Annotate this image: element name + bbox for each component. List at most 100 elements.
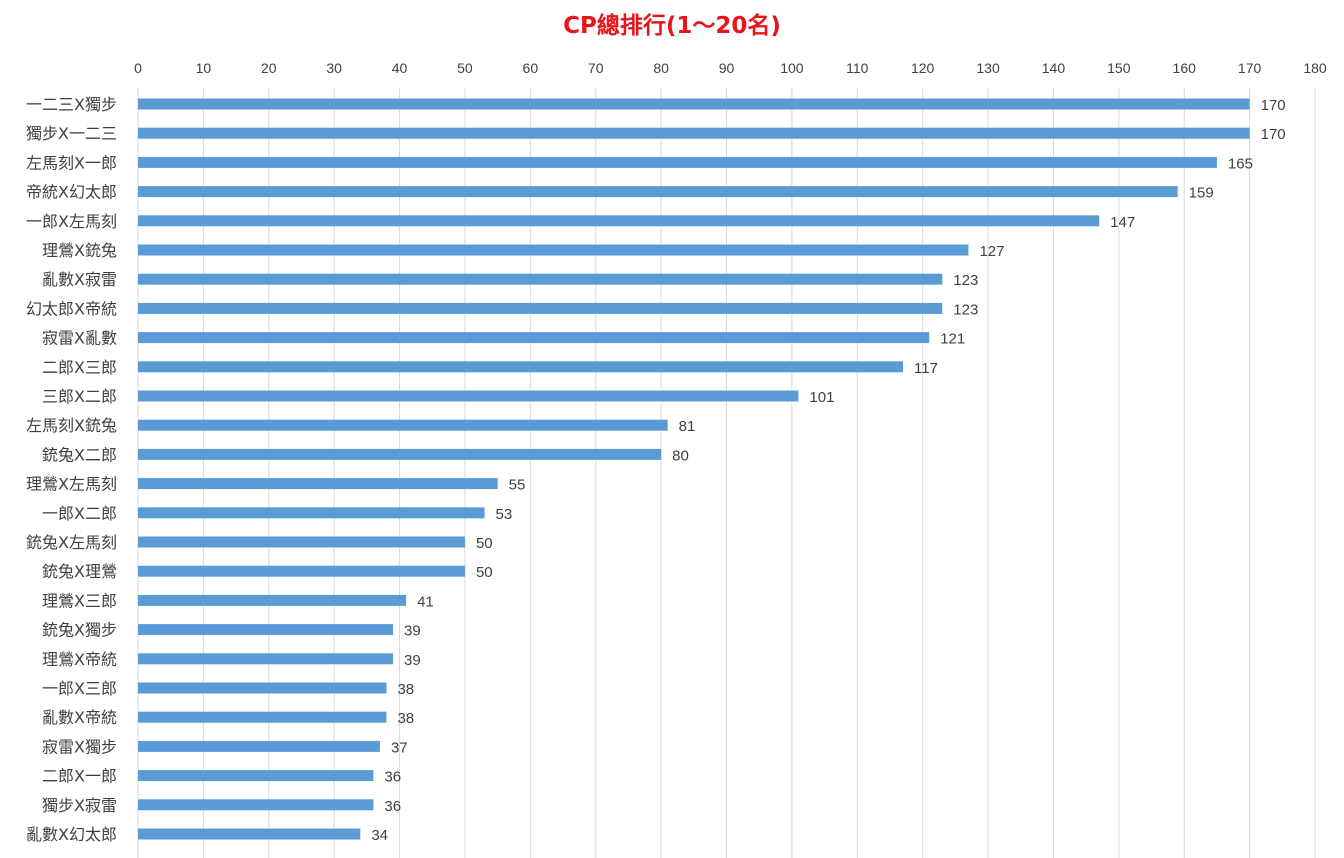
x-tick-label: 100 <box>780 60 804 76</box>
data-label: 36 <box>384 798 401 815</box>
category-label: 亂數X寂雷 <box>42 270 117 289</box>
x-tick-label: 10 <box>196 60 212 76</box>
category-label: 獨步X一二三 <box>26 124 117 143</box>
bar <box>138 565 465 577</box>
bar <box>138 156 1217 168</box>
bar <box>138 244 969 256</box>
bar <box>138 419 668 431</box>
bar <box>138 98 1250 110</box>
x-tick-label: 20 <box>261 60 277 76</box>
category-label: 銃兔X二郎 <box>42 445 117 464</box>
bar <box>138 361 904 373</box>
category-label: 一郎X左馬刻 <box>26 212 117 231</box>
x-tick-label: 130 <box>976 60 1000 76</box>
x-tick-label: 110 <box>846 60 869 76</box>
bar <box>138 536 465 548</box>
x-tick-label: 120 <box>911 60 935 76</box>
data-label: 38 <box>397 710 414 727</box>
category-label: 亂數X幻太郎 <box>26 825 117 844</box>
bar <box>138 653 394 665</box>
data-labels: 1701701651591471271231231211171018180555… <box>371 97 1285 844</box>
bar <box>138 828 361 840</box>
data-label: 123 <box>953 272 978 289</box>
x-tick-label: 0 <box>134 60 142 76</box>
data-label: 127 <box>979 243 1004 260</box>
data-label: 55 <box>509 477 526 494</box>
bar <box>138 594 407 606</box>
data-label: 123 <box>953 301 978 318</box>
data-label: 50 <box>476 535 493 552</box>
category-label: 一二三X獨步 <box>26 95 117 114</box>
category-label: 二郎X一郎 <box>42 767 117 786</box>
category-label: 寂雷X亂數 <box>42 329 117 348</box>
x-tick-label: 30 <box>326 60 342 76</box>
data-label: 159 <box>1189 185 1214 202</box>
bar <box>138 215 1100 227</box>
data-label: 170 <box>1261 126 1286 143</box>
category-labels: 一二三X獨步獨步X一二三左馬刻X一郎帝統X幻太郎一郎X左馬刻理鶯X銃兔亂數X寂雷… <box>26 95 117 844</box>
category-label: 理鶯X左馬刻 <box>26 475 117 494</box>
bar <box>138 478 498 490</box>
data-label: 80 <box>672 447 689 464</box>
data-label: 50 <box>476 564 493 581</box>
data-label: 36 <box>384 769 401 786</box>
data-label: 170 <box>1261 97 1286 114</box>
data-label: 37 <box>391 739 408 756</box>
x-tick-label: 140 <box>1042 60 1066 76</box>
category-label: 左馬刻X一郎 <box>26 153 117 172</box>
x-tick-label: 180 <box>1303 60 1327 76</box>
category-label: 銃兔X獨步 <box>42 621 117 640</box>
x-tick-label: 170 <box>1238 60 1262 76</box>
category-label: 獨步X寂雷 <box>42 796 117 815</box>
data-label: 39 <box>404 652 421 669</box>
data-label: 41 <box>417 593 434 610</box>
category-label: 三郎X二郎 <box>42 387 117 406</box>
data-label: 39 <box>404 623 421 640</box>
bar <box>138 682 387 694</box>
x-tick-label: 80 <box>653 60 669 76</box>
category-label: 二郎X三郎 <box>42 358 117 377</box>
data-label: 38 <box>397 681 414 698</box>
data-label: 147 <box>1110 214 1135 231</box>
category-label: 帝統X幻太郎 <box>26 183 117 202</box>
x-tick-label: 150 <box>1107 60 1131 76</box>
category-label: 銃兔X理鶯 <box>42 562 117 581</box>
category-label: 左馬刻X銃兔 <box>26 416 117 435</box>
bar <box>138 711 387 723</box>
data-label: 34 <box>371 827 388 844</box>
data-label: 53 <box>496 506 513 523</box>
bar <box>138 740 380 752</box>
data-label: 121 <box>940 331 965 348</box>
category-label: 理鶯X銃兔 <box>42 241 117 260</box>
bar <box>138 390 799 402</box>
bar <box>138 799 374 811</box>
category-label: 寂雷X獨步 <box>42 737 117 756</box>
bar <box>138 332 930 344</box>
x-tick-label: 160 <box>1173 60 1197 76</box>
bar <box>138 273 943 285</box>
bar <box>138 302 943 314</box>
bars <box>138 98 1250 840</box>
x-tick-label: 70 <box>588 60 604 76</box>
x-axis-ticks: 0 10 20 30 40 50 60 70 80 90 100 110 120 130 140 150 160… <box>134 60 1327 76</box>
category-label: 理鶯X帝統 <box>42 650 117 669</box>
x-tick-label: 60 <box>523 60 539 76</box>
x-tick-label: 40 <box>392 60 408 76</box>
bar <box>138 127 1250 139</box>
bar <box>138 448 662 460</box>
chart-title: CP總排行(1～20名) <box>563 13 781 39</box>
bar <box>138 186 1178 198</box>
data-label: 117 <box>914 360 938 377</box>
bar <box>138 507 485 519</box>
category-label: 銃兔X左馬刻 <box>26 533 117 552</box>
category-label: 一郎X二郎 <box>42 504 117 523</box>
x-tick-label: 50 <box>457 60 473 76</box>
data-label: 101 <box>809 389 834 406</box>
data-label: 165 <box>1228 155 1253 172</box>
bar <box>138 770 374 782</box>
category-label: 亂數X帝統 <box>42 708 117 727</box>
data-label: 81 <box>679 418 696 435</box>
bar <box>138 624 394 636</box>
category-label: 一郎X三郎 <box>42 679 117 698</box>
